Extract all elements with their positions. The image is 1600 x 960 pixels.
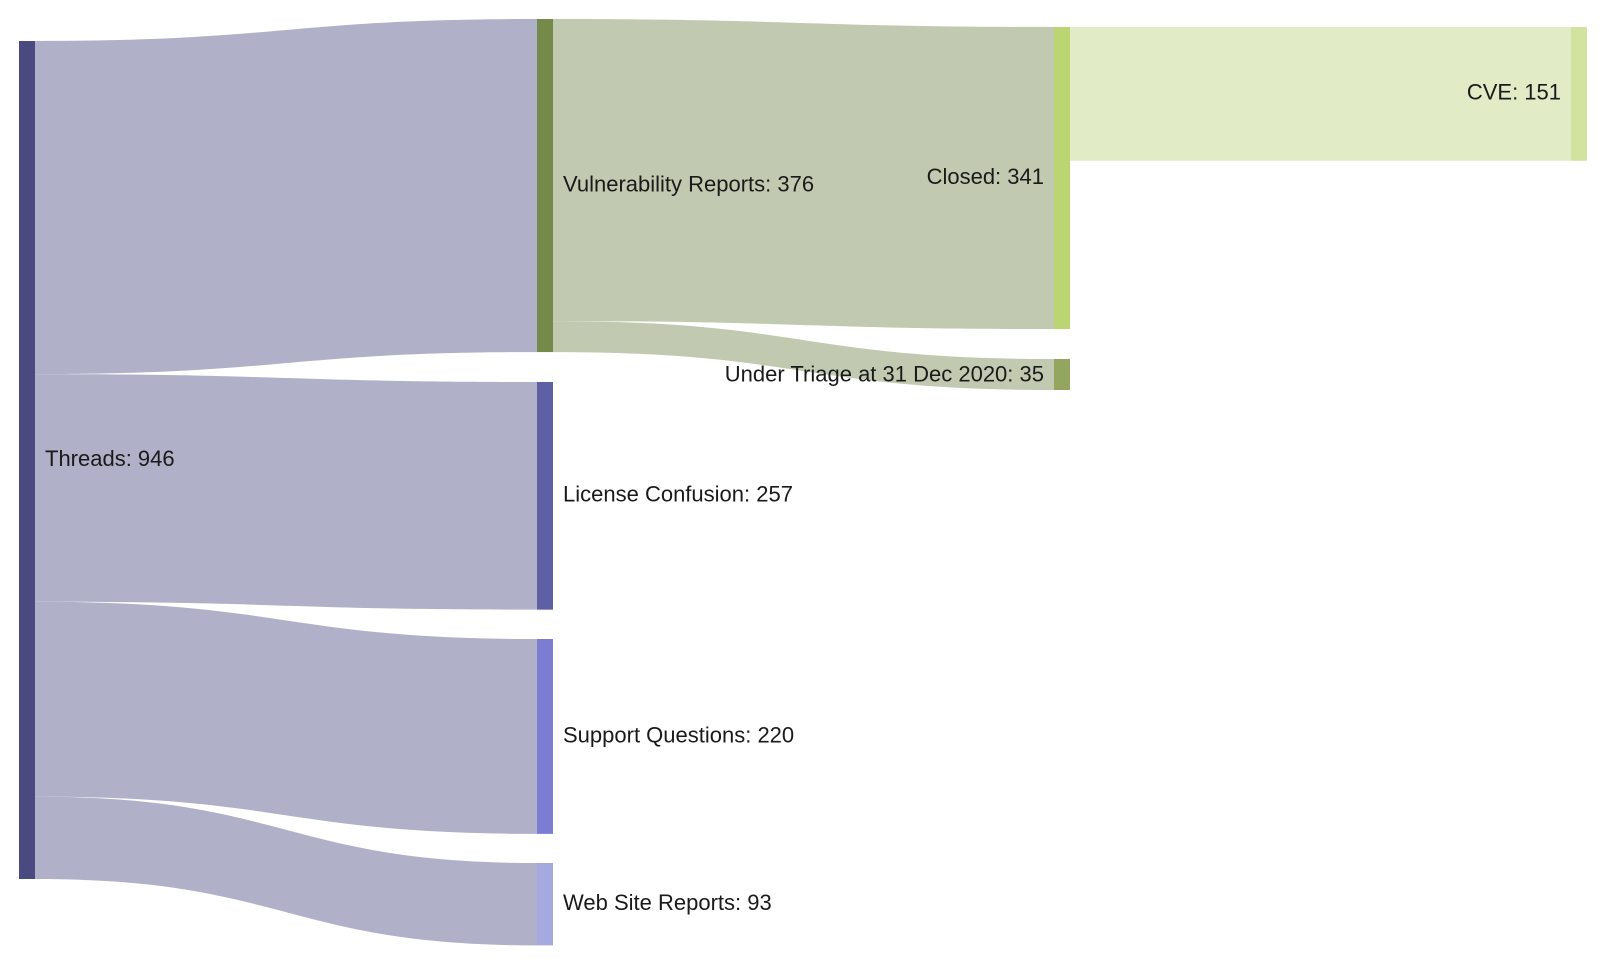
node-web-site-reports (537, 863, 553, 946)
link-vuln-to-triage (553, 321, 1054, 391)
node-threads (19, 41, 35, 879)
label-threads: Threads: 946 (45, 446, 175, 471)
link-threads-to-website (35, 796, 537, 946)
label-under-triage-at-31-dec-2020: Under Triage at 31 Dec 2020: 35 (725, 361, 1044, 386)
link-vuln-to-closed (553, 19, 1054, 330)
sankey-links (35, 19, 1571, 946)
sankey-labels: Threads: 946 Vulnerability Reports: 376 Li… (45, 80, 1561, 915)
link-threads-to-vuln (35, 19, 537, 375)
link-threads-to-license (35, 374, 537, 610)
node-closed (1054, 27, 1070, 330)
label-closed: Closed: 341 (927, 164, 1044, 189)
node-cve (1571, 27, 1587, 161)
label-support-questions: Support Questions: 220 (563, 722, 794, 747)
label-cve: CVE: 151 (1467, 80, 1561, 105)
node-vulnerability-reports (537, 19, 553, 353)
node-under-triage-at-31-dec-2020 (1054, 359, 1070, 391)
node-support-questions (537, 639, 553, 834)
link-closed-to-cve (1070, 27, 1571, 161)
node-license-confusion (537, 382, 553, 610)
label-license-confusion: License Confusion: 257 (563, 482, 793, 507)
link-threads-to-support (35, 601, 537, 834)
sankey-nodes (19, 19, 1587, 946)
label-web-site-reports: Web Site Reports: 93 (563, 890, 772, 915)
label-vulnerability-reports: Vulnerability Reports: 376 (563, 171, 814, 196)
